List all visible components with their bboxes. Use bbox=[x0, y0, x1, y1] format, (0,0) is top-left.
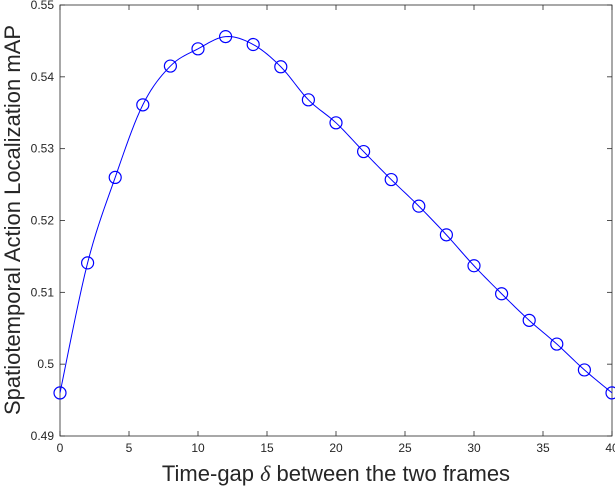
y-tick-label: 0.49 bbox=[31, 429, 55, 443]
data-point-marker bbox=[108, 170, 122, 184]
y-tick-label: 0.55 bbox=[31, 0, 55, 12]
data-point-marker bbox=[163, 59, 177, 73]
x-tick-label: 25 bbox=[398, 441, 412, 455]
data-point-marker bbox=[191, 42, 205, 56]
data-point-marker bbox=[357, 144, 371, 159]
data-point-marker bbox=[522, 313, 536, 327]
data-point-marker bbox=[219, 30, 233, 44]
y-tick-label: 0.54 bbox=[31, 70, 55, 84]
x-axis-ticks: 0 5 10 15 20 25 30 35 40 bbox=[57, 5, 615, 455]
y-tick-label: 0.51 bbox=[31, 285, 55, 299]
data-point-marker bbox=[439, 228, 453, 242]
x-tick-label: 5 bbox=[126, 441, 133, 455]
data-point-marker bbox=[53, 386, 67, 400]
plot-area bbox=[59, 4, 613, 437]
x-axis-label: Time-gap δ between the two frames bbox=[162, 461, 510, 486]
data-point-marker bbox=[384, 172, 398, 187]
x-tick-label: 20 bbox=[329, 441, 343, 455]
data-point-marker bbox=[329, 116, 343, 130]
data-point-marker bbox=[274, 60, 288, 74]
x-tick-label: 15 bbox=[260, 441, 274, 455]
y-tick-label: 0.53 bbox=[31, 142, 55, 156]
x-tick-label: 35 bbox=[536, 441, 550, 455]
series-line bbox=[59, 36, 613, 394]
x-tick-label: 30 bbox=[467, 441, 481, 455]
series-markers bbox=[53, 30, 615, 400]
x-tick-label: 10 bbox=[191, 441, 205, 455]
data-point-marker bbox=[80, 256, 95, 270]
y-axis-ticks: 0.49 0.5 0.51 0.52 0.53 0.54 0.55 bbox=[31, 0, 612, 443]
data-point-marker bbox=[467, 259, 481, 273]
data-point-marker bbox=[550, 337, 564, 351]
data-point-marker bbox=[605, 386, 615, 400]
data-point-marker bbox=[577, 363, 592, 377]
x-tick-label: 40 bbox=[605, 441, 615, 455]
y-tick-label: 0.5 bbox=[37, 357, 54, 371]
y-axis-label: Spatiotemporal Action Localization mAP bbox=[0, 25, 25, 415]
data-point-marker bbox=[495, 287, 509, 301]
x-tick-label: 0 bbox=[57, 441, 64, 455]
data-point-marker bbox=[412, 199, 426, 213]
data-point-marker bbox=[301, 93, 315, 107]
y-tick-label: 0.52 bbox=[31, 214, 55, 228]
data-point-marker bbox=[246, 37, 260, 52]
data-point-marker bbox=[136, 98, 150, 112]
